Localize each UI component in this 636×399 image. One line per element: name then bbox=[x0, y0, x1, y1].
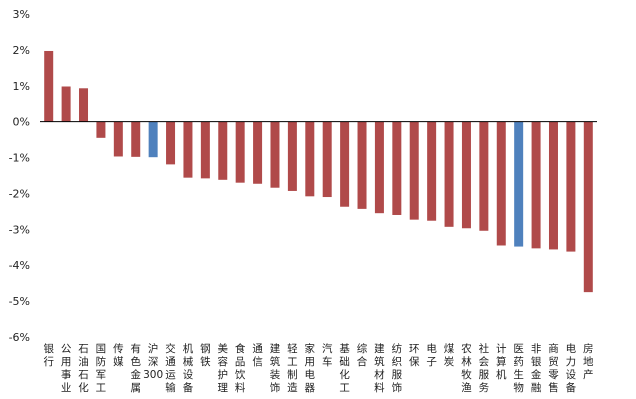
bar-11 bbox=[235, 121, 245, 183]
x-tick-label: 商贸零售 bbox=[548, 342, 559, 394]
x-tick-label: 社会服务 bbox=[479, 342, 490, 394]
x-tick-label: 建筑材料 bbox=[374, 342, 385, 394]
bar-4 bbox=[113, 121, 123, 157]
x-tick-label: 纺织服饰 bbox=[392, 342, 403, 394]
bar-10 bbox=[218, 121, 228, 180]
bar-22 bbox=[427, 121, 437, 221]
x-tick-label: 轻工制造 bbox=[287, 342, 298, 394]
x-tick-label: 交通运输 bbox=[165, 342, 176, 394]
x-tick-label: 房地产 bbox=[583, 342, 594, 381]
x-tick-label: 建筑装饰 bbox=[270, 342, 281, 394]
bar-26 bbox=[496, 121, 506, 246]
bar-29 bbox=[548, 121, 558, 250]
x-tick-label: 食品饮料 bbox=[235, 342, 246, 394]
y-tick-label: -1% bbox=[9, 152, 30, 165]
x-tick-label: 石油石化 bbox=[78, 343, 89, 394]
x-tick-label: 农林牧渔 bbox=[461, 342, 472, 394]
y-tick-label: 2% bbox=[13, 44, 30, 57]
y-tick-label: 0% bbox=[13, 116, 30, 129]
y-tick-label: 3% bbox=[13, 8, 30, 21]
x-tick-label: 钢铁 bbox=[200, 342, 211, 368]
bar-3 bbox=[96, 121, 106, 138]
x-tick-label: 医药生物 bbox=[513, 343, 524, 394]
y-axis-ticks: 3% 2% 1% 0% -1% -2% -3% -4% -5% -6% bbox=[9, 8, 30, 344]
bar-17 bbox=[340, 121, 350, 207]
x-tick-label: 国防军工 bbox=[96, 343, 107, 394]
bar-15 bbox=[305, 121, 315, 197]
x-tick-label: 有色金属 bbox=[130, 342, 141, 394]
bar-6 bbox=[148, 121, 158, 158]
x-tick-label: 通信 bbox=[252, 343, 263, 368]
bar-24 bbox=[461, 121, 471, 229]
bar-14 bbox=[287, 121, 297, 191]
bar-12 bbox=[253, 121, 263, 184]
y-tick-label: 1% bbox=[13, 80, 30, 93]
bar-25 bbox=[479, 121, 489, 231]
bar-7 bbox=[166, 121, 176, 165]
x-tick-label: 基础化工 bbox=[339, 342, 350, 394]
x-tick-label: 非银金融 bbox=[531, 343, 542, 394]
bar-28 bbox=[531, 121, 541, 249]
x-tick-label: 美容护理 bbox=[218, 342, 229, 394]
y-tick-label: -6% bbox=[9, 331, 30, 344]
x-tick-label: 综合 bbox=[357, 342, 368, 368]
bar-2 bbox=[79, 88, 89, 122]
bar-30 bbox=[566, 121, 576, 252]
x-tick-label: 家用电器 bbox=[305, 342, 316, 394]
y-tick-label: -3% bbox=[9, 223, 30, 236]
bars bbox=[44, 50, 593, 293]
bar-0 bbox=[44, 50, 54, 122]
x-tick-label: 汽车 bbox=[322, 342, 333, 368]
bar-9 bbox=[200, 121, 210, 179]
y-tick-label: -5% bbox=[9, 295, 30, 308]
bar-19 bbox=[374, 121, 384, 214]
x-tick-label: 传媒 bbox=[113, 343, 124, 368]
x-tick-label: 银行 bbox=[43, 342, 54, 368]
bar-16 bbox=[322, 121, 332, 198]
y-tick-label: -2% bbox=[9, 187, 30, 200]
bar-18 bbox=[357, 121, 367, 209]
x-tick-label: 沪深 300 bbox=[143, 342, 163, 381]
bar-20 bbox=[392, 121, 402, 215]
bar-8 bbox=[183, 121, 193, 178]
bar-27 bbox=[514, 121, 524, 247]
bar-21 bbox=[409, 121, 419, 220]
bar-23 bbox=[444, 121, 454, 227]
y-tick-label: -4% bbox=[9, 259, 30, 272]
x-tick-label: 电子 bbox=[426, 342, 437, 368]
x-tick-label: 电力设备 bbox=[566, 342, 577, 394]
x-tick-label: 公用事业 bbox=[61, 343, 72, 394]
x-tick-label: 计算机 bbox=[496, 342, 507, 381]
x-tick-label: 煤炭 bbox=[444, 342, 455, 368]
x-tick-label: 机械设备 bbox=[183, 342, 194, 394]
x-tick-label: 环保 bbox=[409, 343, 420, 368]
bar-13 bbox=[270, 121, 280, 188]
bar-5 bbox=[131, 121, 141, 157]
bar-1 bbox=[61, 86, 71, 122]
bar-31 bbox=[583, 121, 593, 293]
